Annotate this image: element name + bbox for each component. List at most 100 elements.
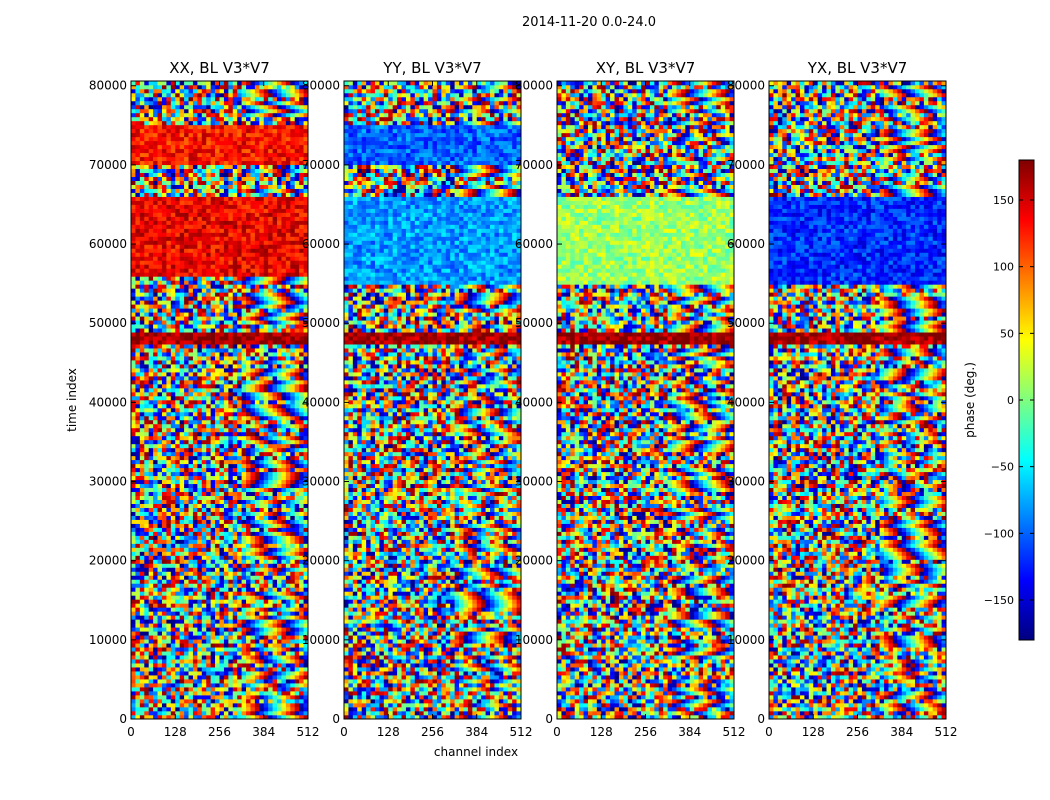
heatmap-cell [250, 563, 256, 568]
heatmap-cell [277, 623, 282, 628]
heatmap-cell [135, 388, 141, 393]
heatmap-cell [237, 288, 242, 293]
heatmap-cell [268, 451, 273, 457]
heatmap-cell [148, 364, 154, 369]
heatmap-cell [223, 332, 229, 337]
heatmap-cell [263, 583, 269, 588]
heatmap-cell [175, 344, 180, 349]
heatmap-cell [148, 443, 154, 449]
heatmap-cell [241, 591, 247, 596]
heatmap-cell [277, 455, 282, 461]
heatmap-cell [188, 523, 194, 528]
heatmap-cell [170, 340, 176, 345]
heatmap-cell [139, 447, 145, 453]
heatmap-cell [294, 587, 300, 592]
heatmap-cell [228, 240, 234, 245]
heatmap-cell [157, 587, 163, 592]
heatmap-cell [223, 587, 229, 592]
heatmap-cell [241, 619, 247, 624]
heatmap-cell [294, 240, 300, 245]
heatmap-cell [268, 244, 273, 249]
heatmap-cell [201, 380, 207, 385]
heatmap-cell [192, 332, 198, 337]
heatmap-cell [263, 515, 269, 520]
heatmap-cell [223, 591, 229, 596]
heatmap-cell [210, 527, 216, 532]
heatmap-cell [272, 276, 278, 281]
heatmap-cell [268, 667, 273, 672]
heatmap-cell [139, 276, 145, 281]
heatmap-cell [246, 511, 251, 516]
heatmap-cell [228, 615, 234, 620]
heatmap-cell [170, 364, 176, 369]
heatmap-cell [268, 443, 273, 449]
heatmap-cell [215, 619, 220, 624]
heatmap-cell [175, 483, 180, 489]
heatmap-cell [246, 280, 251, 285]
heatmap-cell [184, 336, 189, 341]
heatmap-cell [272, 411, 278, 417]
heatmap-cell [241, 324, 247, 329]
heatmap-cell [285, 459, 291, 465]
heatmap-cell [188, 695, 194, 700]
heatmap-cell [294, 396, 300, 401]
heatmap-cell [184, 707, 189, 712]
heatmap-cell [254, 288, 260, 293]
heatmap-cell [188, 431, 194, 437]
heatmap-cell [161, 248, 167, 253]
heatmap-cell [153, 451, 158, 457]
heatmap-cell [206, 340, 211, 345]
heatmap-cell [219, 563, 225, 568]
heatmap-cell [153, 407, 158, 413]
heatmap-cell [192, 400, 198, 405]
heatmap-cell [281, 280, 287, 285]
heatmap-cell [148, 463, 154, 469]
heatmap-cell [135, 635, 141, 640]
heatmap-cell [131, 667, 136, 672]
heatmap-cell [259, 595, 265, 600]
heatmap-cell [259, 260, 265, 265]
heatmap-cell [148, 539, 154, 544]
heatmap-cell [303, 519, 308, 524]
heatmap-cell [179, 551, 185, 556]
heatmap-cell [246, 667, 251, 672]
heatmap-cell [184, 324, 189, 329]
heatmap-cell [272, 388, 278, 393]
heatmap-cell [131, 252, 136, 257]
heatmap-cell [206, 220, 211, 225]
heatmap-cell [210, 392, 216, 397]
heatmap-cell [254, 392, 260, 397]
heatmap-cell [241, 607, 247, 612]
heatmap-cell [254, 655, 260, 660]
heatmap-cell [272, 639, 278, 644]
heatmap-cell [294, 603, 300, 608]
heatmap-cell [223, 451, 229, 457]
heatmap-cell [188, 579, 194, 584]
heatmap-cell [232, 547, 238, 552]
heatmap-cell [290, 471, 296, 477]
heatmap-cell [223, 659, 229, 664]
heatmap-cell [148, 599, 154, 604]
heatmap-cell [210, 324, 216, 329]
heatmap-cell [241, 491, 247, 496]
heatmap-cell [263, 699, 269, 704]
heatmap-cell [241, 663, 247, 668]
heatmap-cell [144, 388, 149, 393]
heatmap-cell [277, 252, 282, 257]
heatmap-cell [135, 715, 141, 719]
heatmap-cell [272, 459, 278, 465]
heatmap-cell [250, 511, 256, 516]
heatmap-cell [179, 715, 185, 719]
heatmap-cell [294, 551, 300, 556]
heatmap-cell [268, 312, 273, 317]
heatmap-cell [157, 380, 163, 385]
heatmap-cell [237, 467, 242, 473]
heatmap-cell [250, 439, 256, 445]
heatmap-cell [144, 675, 149, 680]
heatmap-cell [157, 232, 163, 237]
heatmap-cell [290, 296, 296, 301]
heatmap-cell [215, 463, 220, 469]
heatmap-cell [228, 643, 234, 648]
heatmap-cell [179, 463, 185, 469]
heatmap-cell [184, 384, 189, 389]
